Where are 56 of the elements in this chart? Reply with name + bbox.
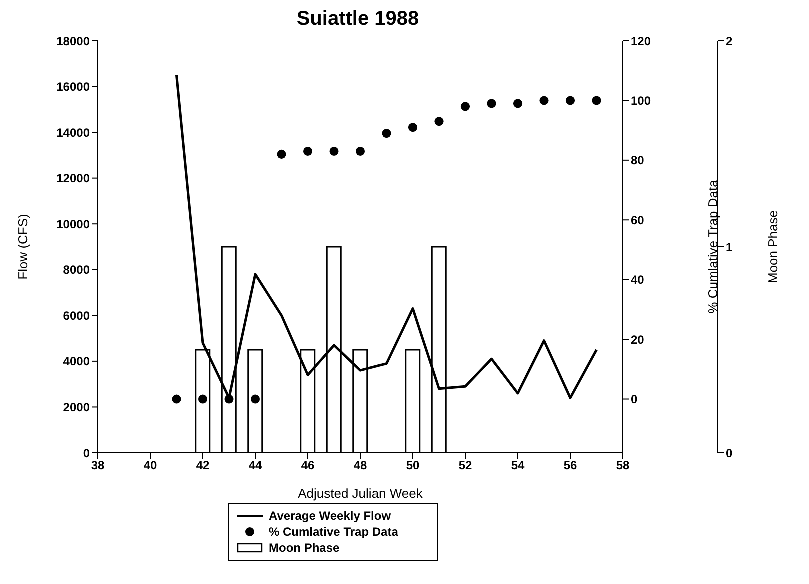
point [434, 117, 444, 126]
y-tick-label: 0 [83, 446, 90, 460]
x-tick-label: 56 [564, 458, 578, 473]
x-tick-label: 52 [458, 458, 472, 473]
x-tick-label: 44 [248, 458, 262, 473]
y2-axis-title: % Cumlative Trap Data [706, 179, 721, 314]
y2-tick-label: 60 [631, 213, 645, 228]
y2-tick-label: 120 [631, 34, 652, 48]
point [408, 123, 418, 132]
y-tick-label: 4000 [63, 354, 90, 369]
point [540, 96, 549, 106]
y3-tick-label: 0 [726, 446, 733, 460]
y3-tick-label: 2 [726, 34, 733, 48]
point [592, 96, 602, 106]
y-axis-title: Flow (CFS) [16, 214, 31, 280]
point [487, 99, 496, 108]
point [566, 96, 576, 106]
y-tick-label: 12000 [56, 172, 90, 186]
y2-tick-label: 100 [631, 94, 652, 108]
y-tick-label: 14000 [56, 126, 90, 140]
x-tick-label: 42 [196, 458, 210, 473]
x-tick-label: 48 [354, 458, 368, 473]
y3-axis-title: Moon Phase [766, 210, 781, 284]
y2-tick-label: 80 [631, 154, 645, 168]
x-tick-label: 58 [616, 458, 630, 473]
legend-label: Moon Phase [269, 540, 340, 556]
point [172, 394, 182, 404]
point [277, 150, 286, 159]
x-axis-title: Adjusted Julian Week [298, 486, 424, 501]
point [224, 394, 234, 404]
point [460, 102, 470, 112]
point [382, 129, 392, 138]
x-tick-label: 40 [144, 458, 158, 473]
y-tick-label: 2000 [63, 400, 90, 414]
point [330, 146, 339, 156]
x-tick-label: 54 [511, 458, 525, 473]
y-tick-label: 16000 [56, 80, 90, 94]
legend-label: Average Weekly Flow [269, 508, 392, 524]
point [303, 146, 313, 156]
legend-label: % Cumlative Trap Data [269, 524, 398, 540]
x-tick-label: 50 [406, 458, 420, 473]
y2-tick-label: 0 [631, 392, 638, 407]
point [198, 394, 208, 404]
y-tick-label: 18000 [56, 34, 90, 48]
x-tick-label: 38 [91, 458, 105, 473]
y2-tick-label: 20 [631, 332, 645, 347]
point [250, 394, 260, 404]
y-tick-label: 8000 [63, 263, 90, 278]
y-tick-label: 6000 [63, 308, 90, 323]
y2-tick-label: 40 [631, 273, 645, 288]
point [513, 99, 523, 108]
y-tick-label: 10000 [56, 217, 90, 232]
y3-tick-label: 1 [726, 240, 733, 254]
x-tick-label: 46 [301, 458, 315, 473]
point [356, 146, 366, 156]
chart-title: Suiattle 1988 [296, 8, 420, 31]
